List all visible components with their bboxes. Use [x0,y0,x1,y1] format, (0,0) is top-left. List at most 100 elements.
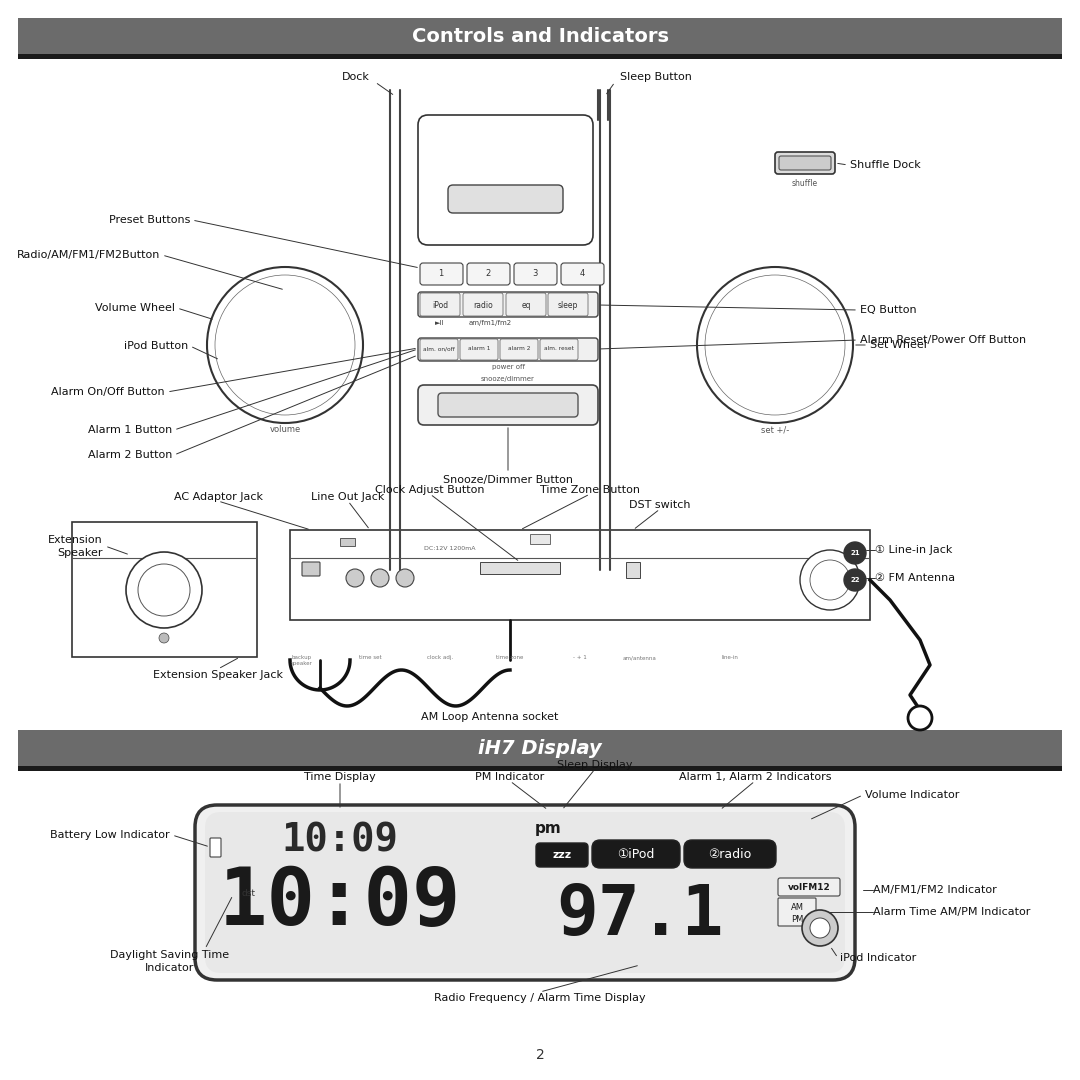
Text: alarm 2: alarm 2 [508,347,530,351]
FancyBboxPatch shape [548,293,588,316]
FancyBboxPatch shape [420,339,458,360]
Text: set +/-: set +/- [761,426,789,434]
FancyBboxPatch shape [775,152,835,174]
Bar [18,54,1062,59]
Text: Time Display: Time Display [305,772,376,782]
Circle shape [207,267,363,423]
Text: Extension: Extension [49,535,103,545]
Text: backup: backup [292,654,312,660]
Circle shape [843,569,866,591]
FancyBboxPatch shape [540,339,578,360]
FancyBboxPatch shape [210,838,221,858]
Text: alm. reset: alm. reset [544,347,573,351]
Text: 22: 22 [850,577,860,583]
Text: ①iPod: ①iPod [618,848,654,861]
Circle shape [159,633,168,643]
FancyBboxPatch shape [536,843,588,867]
Circle shape [138,564,190,616]
Text: Daylight Saving Time: Daylight Saving Time [110,950,230,960]
Text: pm: pm [535,821,562,836]
Bar [291,530,870,620]
Text: Preset Buttons: Preset Buttons [109,215,190,225]
Text: DST switch: DST switch [630,500,691,510]
FancyBboxPatch shape [418,292,598,318]
FancyBboxPatch shape [418,114,593,245]
FancyBboxPatch shape [684,840,777,868]
Text: time set: time set [359,654,381,660]
FancyBboxPatch shape [438,393,578,417]
Text: EQ Button: EQ Button [860,305,917,315]
FancyBboxPatch shape [561,264,604,285]
Circle shape [372,569,389,588]
FancyBboxPatch shape [778,897,816,926]
Circle shape [843,542,866,564]
Circle shape [908,706,932,730]
FancyBboxPatch shape [195,805,855,980]
Text: iPod: iPod [432,300,448,310]
Text: Alarm Reset/Power Off Button: Alarm Reset/Power Off Button [860,335,1026,345]
Text: iH7 Display: iH7 Display [478,740,602,758]
Text: Alarm 1 Button: Alarm 1 Button [87,426,172,435]
Text: Set Wheel: Set Wheel [870,340,927,350]
Circle shape [215,275,355,415]
Text: alarm 1: alarm 1 [468,347,490,351]
FancyBboxPatch shape [418,384,598,426]
Text: PM Indicator: PM Indicator [475,772,544,782]
Text: power off: power off [491,364,525,370]
Text: AM: AM [791,903,804,912]
Text: Radio/AM/FM1/FM2Button: Radio/AM/FM1/FM2Button [16,249,160,260]
Text: Alarm 2 Button: Alarm 2 Button [87,450,172,460]
FancyBboxPatch shape [778,878,840,896]
FancyBboxPatch shape [418,338,598,361]
Text: 2: 2 [536,1048,544,1062]
FancyBboxPatch shape [514,264,557,285]
Text: Line Out Jack: Line Out Jack [311,492,384,502]
Text: 1: 1 [438,270,444,279]
Circle shape [705,275,845,415]
Text: volFM12: volFM12 [787,882,831,891]
FancyBboxPatch shape [507,293,546,316]
Text: Sleep Display: Sleep Display [557,760,633,770]
FancyBboxPatch shape [420,293,460,316]
Text: AM/FM1/FM2 Indicator: AM/FM1/FM2 Indicator [873,885,997,895]
Circle shape [396,569,414,588]
Text: alm. on/off: alm. on/off [423,347,455,351]
Text: ① Line-in Jack: ① Line-in Jack [875,545,953,555]
Text: DC:12V 1200mA: DC:12V 1200mA [424,545,476,551]
Text: 21: 21 [850,550,860,556]
Text: Time Zone Button: Time Zone Button [540,485,640,495]
Text: radio: radio [473,300,492,310]
Text: Volume Indicator: Volume Indicator [865,789,959,800]
FancyBboxPatch shape [448,185,563,213]
Text: line-in: line-in [721,654,739,660]
Text: ►II: ►II [435,320,445,326]
Text: iPod Indicator: iPod Indicator [840,953,916,963]
Text: Snooze/Dimmer Button: Snooze/Dimmer Button [443,475,573,485]
Text: Dock: Dock [342,72,370,82]
Text: ② FM Antenna: ② FM Antenna [875,573,955,583]
Circle shape [346,569,364,588]
FancyBboxPatch shape [467,264,510,285]
FancyBboxPatch shape [205,812,845,973]
Text: AC Adaptor Jack: AC Adaptor Jack [174,492,262,502]
Text: Sleep Button: Sleep Button [620,72,692,82]
Bar [18,766,1062,771]
Text: clock adj.: clock adj. [427,654,454,660]
Text: dst: dst [241,889,255,897]
FancyBboxPatch shape [302,562,320,576]
Text: Volume Wheel: Volume Wheel [95,303,175,313]
Bar [626,562,640,578]
FancyBboxPatch shape [779,156,831,170]
Text: am/fm1/fm2: am/fm1/fm2 [469,320,512,326]
Circle shape [126,552,202,627]
Bar [72,522,257,657]
Text: AM Loop Antenna socket: AM Loop Antenna socket [421,712,558,723]
Bar [480,562,561,573]
Text: iPod Button: iPod Button [124,341,188,351]
Text: Alarm 1, Alarm 2 Indicators: Alarm 1, Alarm 2 Indicators [678,772,832,782]
FancyBboxPatch shape [463,293,503,316]
Text: time zone: time zone [497,654,524,660]
Text: Speaker: Speaker [57,548,103,558]
Text: Alarm On/Off Button: Alarm On/Off Button [52,387,165,397]
Bar [18,18,1062,56]
